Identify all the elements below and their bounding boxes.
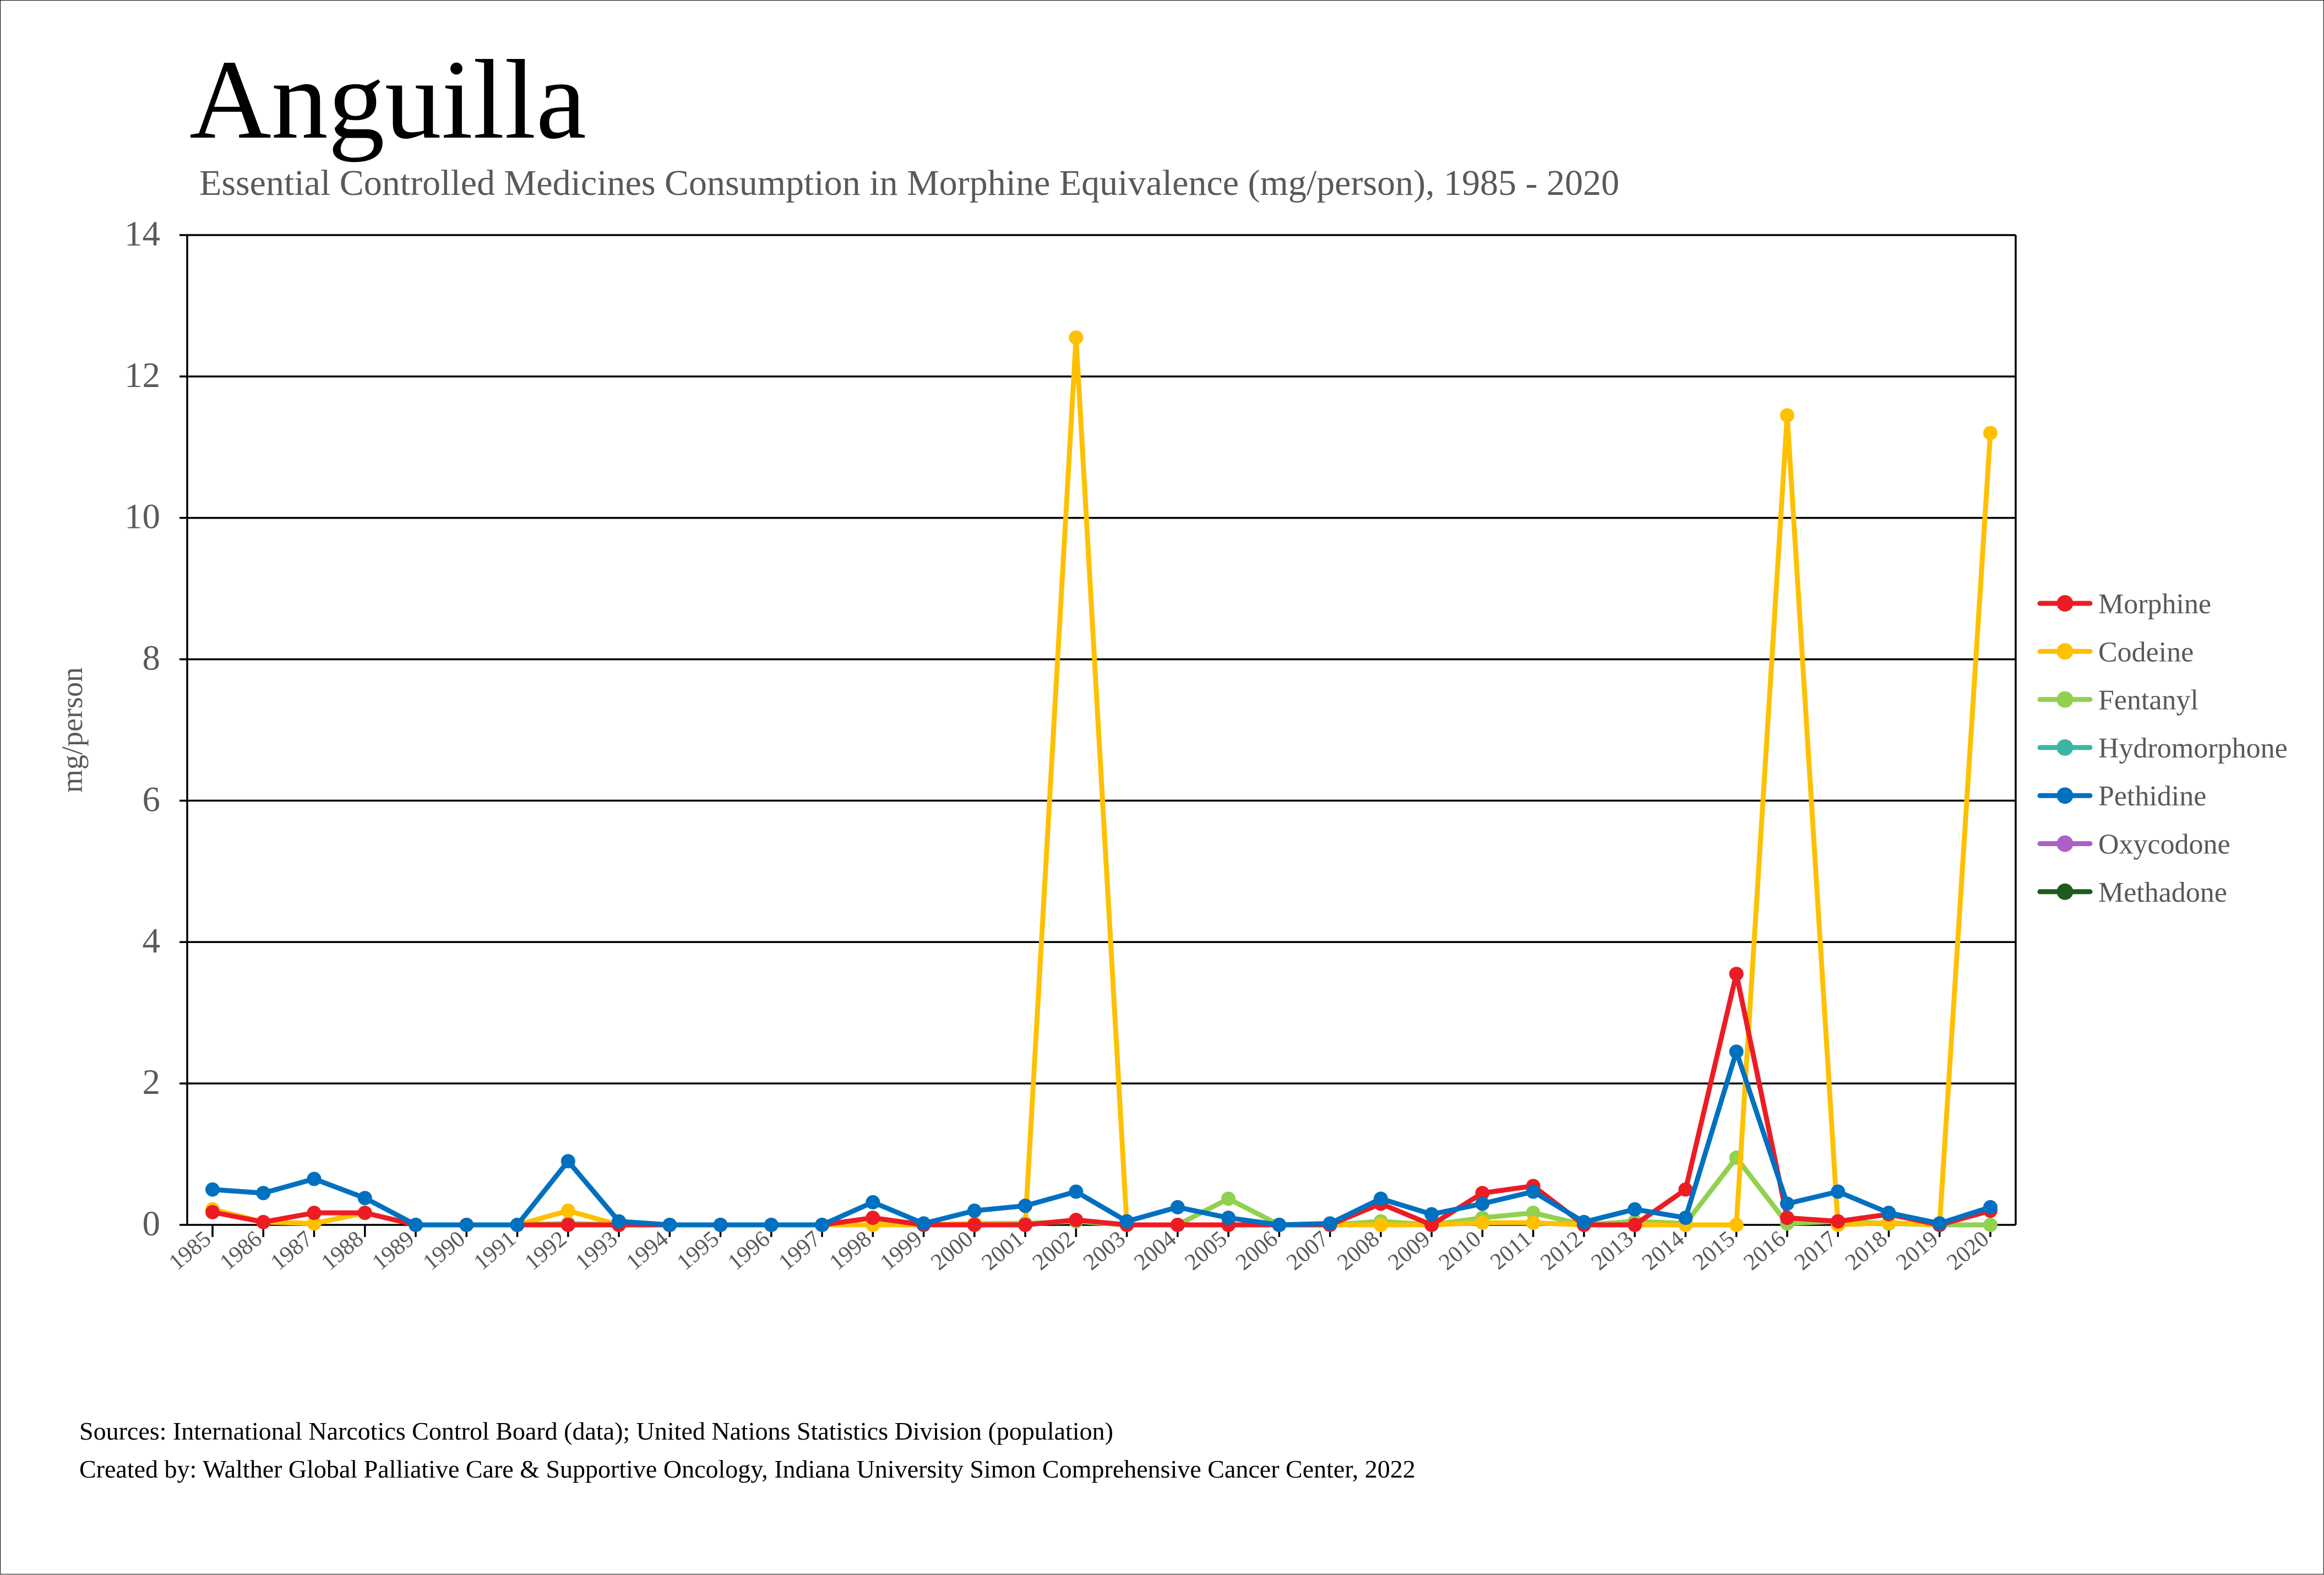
svg-text:1990: 1990 [418, 1226, 470, 1275]
svg-text:2016: 2016 [1739, 1226, 1790, 1275]
svg-text:1995: 1995 [672, 1226, 724, 1275]
svg-text:2002: 2002 [1028, 1226, 1080, 1275]
svg-text:2011: 2011 [1485, 1226, 1537, 1274]
svg-text:2014: 2014 [1637, 1226, 1689, 1275]
svg-text:2013: 2013 [1587, 1226, 1639, 1275]
svg-text:2008: 2008 [1332, 1226, 1384, 1275]
svg-text:4: 4 [143, 921, 161, 961]
svg-text:1993: 1993 [571, 1226, 623, 1275]
svg-text:12: 12 [124, 356, 160, 395]
svg-text:2018: 2018 [1841, 1226, 1892, 1275]
svg-text:mg/person: mg/person [56, 667, 89, 793]
svg-text:1996: 1996 [723, 1226, 775, 1275]
svg-text:2020: 2020 [1942, 1226, 1994, 1275]
svg-text:1988: 1988 [317, 1226, 368, 1275]
svg-text:1986: 1986 [215, 1226, 267, 1275]
svg-text:1998: 1998 [825, 1226, 877, 1275]
svg-text:2001: 2001 [977, 1226, 1029, 1275]
svg-text:10: 10 [124, 497, 160, 537]
svg-text:2012: 2012 [1536, 1226, 1587, 1275]
svg-text:2003: 2003 [1079, 1226, 1130, 1275]
svg-text:Morphine: Morphine [2098, 588, 2211, 620]
svg-text:1985: 1985 [165, 1226, 216, 1275]
svg-text:2006: 2006 [1231, 1226, 1283, 1275]
svg-text:1997: 1997 [774, 1226, 826, 1275]
svg-text:Pethidine: Pethidine [2098, 781, 2206, 812]
svg-text:Oxycodone: Oxycodone [2098, 829, 2230, 860]
svg-text:2019: 2019 [1891, 1226, 1943, 1275]
svg-text:1999: 1999 [875, 1226, 927, 1275]
svg-text:2000: 2000 [926, 1226, 978, 1275]
svg-text:2017: 2017 [1790, 1226, 1842, 1275]
svg-text:2007: 2007 [1282, 1226, 1334, 1275]
svg-text:Methadone: Methadone [2098, 877, 2227, 908]
svg-text:1992: 1992 [520, 1226, 572, 1275]
svg-text:2010: 2010 [1434, 1226, 1486, 1275]
svg-text:14: 14 [124, 214, 160, 254]
svg-text:2015: 2015 [1688, 1226, 1740, 1275]
svg-text:Codeine: Codeine [2098, 636, 2194, 668]
svg-text:0: 0 [143, 1204, 161, 1244]
svg-text:1991: 1991 [469, 1226, 521, 1275]
svg-text:1987: 1987 [266, 1226, 318, 1275]
svg-text:2: 2 [143, 1062, 161, 1102]
svg-text:8: 8 [143, 639, 161, 678]
svg-text:6: 6 [143, 780, 161, 819]
svg-text:Hydromorphone: Hydromorphone [2098, 733, 2288, 764]
svg-text:1994: 1994 [622, 1226, 673, 1275]
svg-text:2005: 2005 [1180, 1226, 1232, 1275]
svg-text:2009: 2009 [1384, 1226, 1435, 1275]
svg-text:1989: 1989 [368, 1226, 420, 1275]
svg-text:2004: 2004 [1129, 1226, 1181, 1275]
svg-text:Fentanyl: Fentanyl [2098, 685, 2198, 716]
